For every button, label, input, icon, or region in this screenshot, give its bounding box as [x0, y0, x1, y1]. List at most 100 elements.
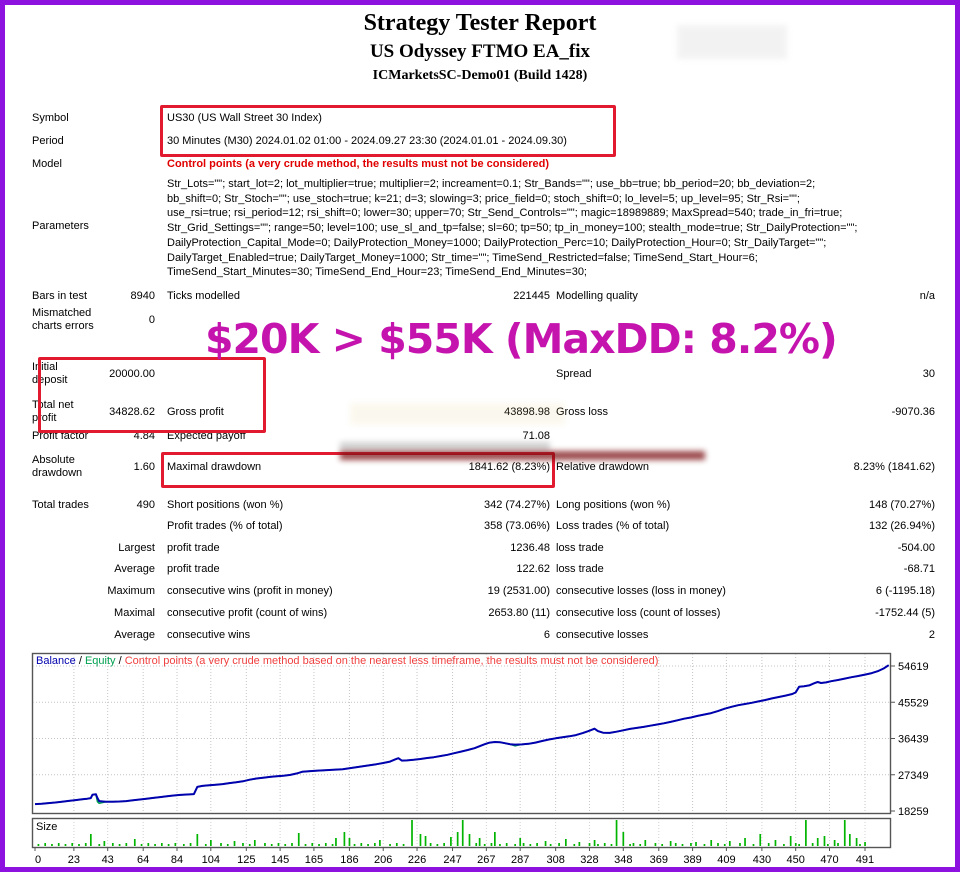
stat-label: consecutive losses [556, 629, 649, 641]
size-bar [133, 839, 136, 846]
stat-value: 71.08 [522, 430, 550, 442]
stat-value: -504.00 [897, 542, 935, 554]
size-bar [264, 843, 266, 846]
size-bar [827, 844, 829, 846]
stat-value: 8.23% (1841.62) [853, 461, 935, 473]
size-bar [632, 843, 635, 846]
size-bar [103, 841, 106, 846]
size-bar [610, 844, 613, 846]
size-bar [558, 843, 560, 846]
x-axis-label: 267 [477, 854, 495, 866]
size-bar [348, 838, 351, 846]
size-bar [125, 843, 128, 846]
x-axis-label: 389 [683, 854, 701, 866]
y-axis-label: 18259 [898, 806, 929, 818]
x-axis-label: 369 [650, 854, 668, 866]
size-bar [450, 837, 452, 846]
stat-value: 30 [922, 368, 935, 380]
size-bar [57, 843, 60, 846]
size-bar [51, 844, 53, 846]
size-bar [44, 843, 47, 846]
size-bar [573, 844, 576, 846]
parameters-line: DailyTarget_Enabled=true; DailyTarget_Mo… [167, 251, 758, 264]
stat-value: 490 [136, 499, 155, 511]
size-bar [794, 843, 797, 846]
plot-frame [31, 652, 892, 815]
x-axis-label: 226 [408, 854, 426, 866]
balance-chart: 54619 45529 36439 27349 18259 0 23 43 64 84 104 125… [31, 652, 929, 866]
size-bar [855, 838, 858, 846]
size-bar [478, 838, 481, 846]
size-bar [253, 840, 256, 846]
stat-value: 6 [543, 629, 550, 641]
size-bar [864, 842, 866, 846]
size-bar [284, 844, 287, 846]
size-bar [367, 844, 369, 846]
size-bar [723, 844, 726, 846]
size-bar [578, 842, 581, 846]
size-bar [848, 834, 851, 846]
size-bar [461, 820, 464, 846]
x-axis-label: 0 [35, 854, 41, 866]
parameters-line: DailyProtection_Capital_Mode=0; DailyPro… [167, 236, 827, 249]
size-bar [291, 843, 293, 846]
size-bar [154, 844, 156, 846]
stat-row: Bars in test 8940 Ticks modelled 221445 Mode… [5, 288, 955, 304]
parameters-line: TimeSend_Start_Minutes=30; TimeSend_End_… [167, 266, 587, 279]
stat-value: 0 [148, 314, 155, 326]
stat-label: Total trades [32, 498, 89, 511]
size-bar [744, 838, 746, 846]
stat-label: Bars in test [32, 289, 88, 302]
size-bar [483, 844, 486, 846]
stat-value: 34828.62 [109, 406, 155, 418]
size-bar [622, 832, 625, 846]
stat-value: 1841.62 (8.23%) [468, 461, 550, 473]
size-bar [529, 844, 532, 846]
size-bar [629, 844, 631, 846]
size-bar [182, 844, 185, 846]
stat-label: Expected payoff [167, 430, 246, 442]
size-bar [270, 844, 273, 846]
size-bar [774, 840, 777, 846]
stat-row: Average profit trade 122.62 loss trade -68.7… [5, 561, 955, 577]
size-bar [64, 844, 67, 846]
stat-value: 6 (-1195.18) [875, 585, 935, 597]
size-bar [681, 844, 684, 846]
size-panel-label: Size [36, 821, 57, 833]
legend-separator: / [76, 655, 85, 667]
size-bar [654, 843, 657, 846]
stat-value: 4.84 [133, 430, 155, 442]
x-axis-label: 186 [340, 854, 358, 866]
size-bar [644, 840, 647, 846]
size-bar [789, 836, 792, 846]
size-bar [98, 844, 101, 846]
model-label: Model [32, 158, 62, 170]
stat-label: Modelling quality [556, 290, 638, 302]
stat-value: 20000.00 [109, 368, 155, 380]
symbol-value: US30 (US Wall Street 30 Index) [167, 112, 322, 124]
x-axis-label: 247 [443, 854, 461, 866]
size-bar [859, 844, 861, 846]
size-bar [690, 843, 692, 846]
parameters-line: use_rsi=true; rsi_period=12; rsi_shift=0… [167, 207, 843, 220]
size-bar [544, 841, 547, 846]
stat-value: 19 (2531.00) [487, 585, 550, 597]
size-bar [429, 843, 432, 846]
stat-label: consecutive wins (profit in money) [167, 585, 333, 597]
size-bar [739, 843, 741, 846]
stat-label: Spread [556, 368, 592, 380]
size-bar [147, 843, 150, 846]
size-bar [823, 836, 826, 846]
size-bar [816, 838, 819, 846]
size-bar [564, 839, 567, 846]
size-bar [331, 844, 334, 846]
size-bar [233, 841, 236, 846]
size-bar [242, 843, 244, 846]
parameters-line: Str_Grid_Settings=""; range=50; level=10… [167, 222, 858, 235]
stat-value: Average [114, 563, 155, 575]
size-bar [603, 843, 606, 846]
period-label: Period [32, 135, 64, 147]
size-bar [519, 838, 522, 846]
symbol-label: Symbol [32, 112, 69, 124]
legend-balance: Balance [36, 655, 76, 667]
